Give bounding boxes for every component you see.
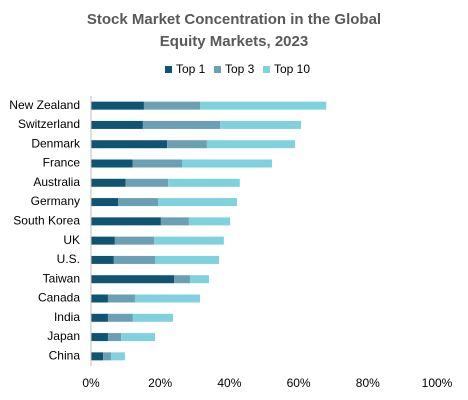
bar-segment [132, 159, 182, 168]
bar-segment [111, 352, 125, 361]
y-tick-label: Japan [47, 329, 80, 343]
bar-segment [199, 101, 327, 110]
legend-swatch [165, 66, 172, 73]
bar-segment [188, 217, 231, 226]
bar-segment [117, 198, 159, 207]
y-tick-label: UK [63, 233, 80, 247]
x-tick-label: 80% [356, 376, 380, 390]
bar-segment [167, 140, 207, 149]
bar-segment [91, 120, 143, 129]
bar-segment [168, 178, 240, 187]
bar-segment [220, 120, 302, 129]
bar-segment [91, 236, 115, 245]
x-tick-label: 60% [287, 376, 311, 390]
legend-swatch [214, 66, 221, 73]
y-tick-label: South Korea [13, 214, 80, 228]
bar-segment [103, 352, 112, 361]
bar-segment [91, 352, 104, 361]
y-tick-label: U.S. [57, 252, 80, 266]
bar-segment [132, 313, 174, 322]
x-tick-label: 40% [217, 376, 241, 390]
bar-segment [91, 294, 108, 303]
y-tick-label: Denmark [31, 136, 81, 150]
y-tick-label: New Zealand [9, 98, 80, 112]
legend-label: Top 1 [176, 62, 206, 76]
bar-segment [181, 159, 272, 168]
y-tick-label: India [54, 310, 80, 324]
bar-segment [174, 275, 190, 284]
bar-segment [91, 217, 161, 226]
x-tick-label: 100% [422, 376, 453, 390]
bar-segment [91, 255, 114, 264]
bar-segment [91, 178, 126, 187]
bar-segment [142, 120, 221, 129]
y-tick-label: Canada [38, 291, 80, 305]
bar-segment [113, 255, 156, 264]
y-tick-label: Australia [33, 175, 80, 189]
bar-segment [158, 198, 238, 207]
bar-segment [107, 313, 133, 322]
bar-segment [91, 140, 168, 149]
y-tick-label: Germany [31, 194, 80, 208]
bar-segment [91, 333, 108, 342]
bar-segment [91, 313, 108, 322]
bar-segment [143, 101, 200, 110]
bar-segment [91, 101, 144, 110]
bar-segment [189, 275, 209, 284]
y-tick-label: Taiwan [43, 271, 80, 285]
legend-label: Top 10 [274, 62, 310, 76]
bar-segment [206, 140, 296, 149]
bar-segment [107, 294, 135, 303]
legend-label: Top 3 [225, 62, 255, 76]
bar-segment [91, 159, 133, 168]
legend-swatch [263, 66, 270, 73]
bar-segment [121, 333, 156, 342]
y-tick-label: Switzerland [18, 117, 80, 131]
chart-title: Stock Market Concentration in the Global… [86, 11, 382, 50]
y-tick-label: France [43, 156, 81, 170]
bar-segment [153, 236, 224, 245]
bar-segment [114, 236, 154, 245]
bar-segment [91, 275, 175, 284]
x-tick-label: 20% [148, 376, 172, 390]
bar-segment [155, 255, 220, 264]
x-tick-label: 0% [82, 376, 100, 390]
bar-segment [125, 178, 169, 187]
bar-segment [160, 217, 189, 226]
y-tick-label: China [49, 349, 81, 363]
bar-segment [91, 198, 118, 207]
bar-segment [134, 294, 200, 303]
bar-segment [107, 333, 122, 342]
